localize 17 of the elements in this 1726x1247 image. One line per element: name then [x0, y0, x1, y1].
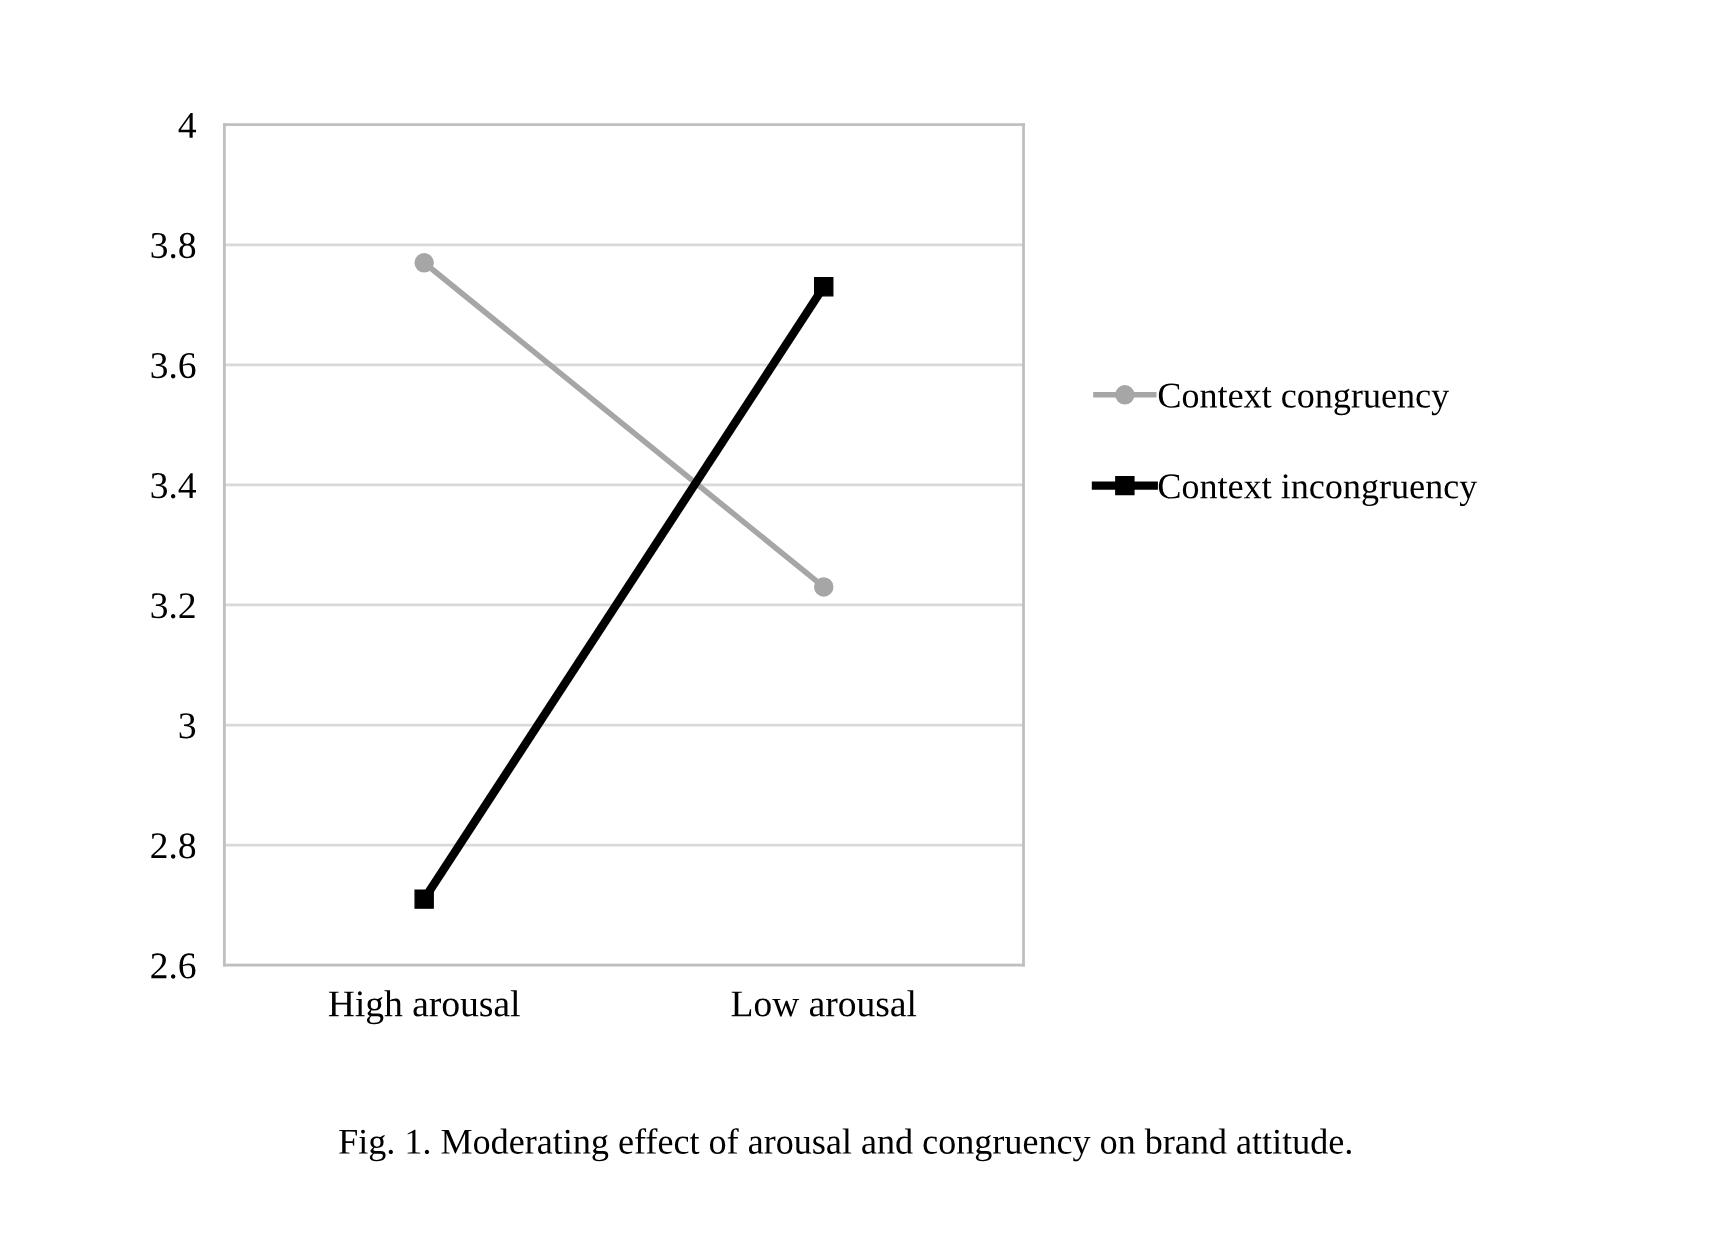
point — [814, 277, 834, 297]
y-tick-label: 4 — [178, 113, 197, 138]
y-tick-label: 3.8 — [151, 232, 196, 259]
legend-label: Context congruency — [1158, 383, 1450, 416]
y-tick-label: 2.8 — [151, 833, 196, 859]
y-tick-label: 3 — [179, 713, 196, 739]
y-tick-label: 2.6 — [151, 953, 196, 979]
point — [814, 577, 834, 597]
y-tick-label: 3.4 — [151, 473, 197, 499]
caption: Fig. 1. Moderating effect of arousal and congruency on brand attitude. — [339, 1128, 1351, 1162]
x-tick-label: Low arousal — [731, 990, 917, 1017]
x-tick-label: High arousal — [328, 990, 520, 1025]
point — [414, 253, 434, 273]
point — [414, 889, 434, 909]
y-tick-label: 3.6 — [151, 353, 196, 379]
legend-label: Context incongruency — [1158, 474, 1478, 507]
y-tick-label: 3.2 — [151, 593, 195, 619]
